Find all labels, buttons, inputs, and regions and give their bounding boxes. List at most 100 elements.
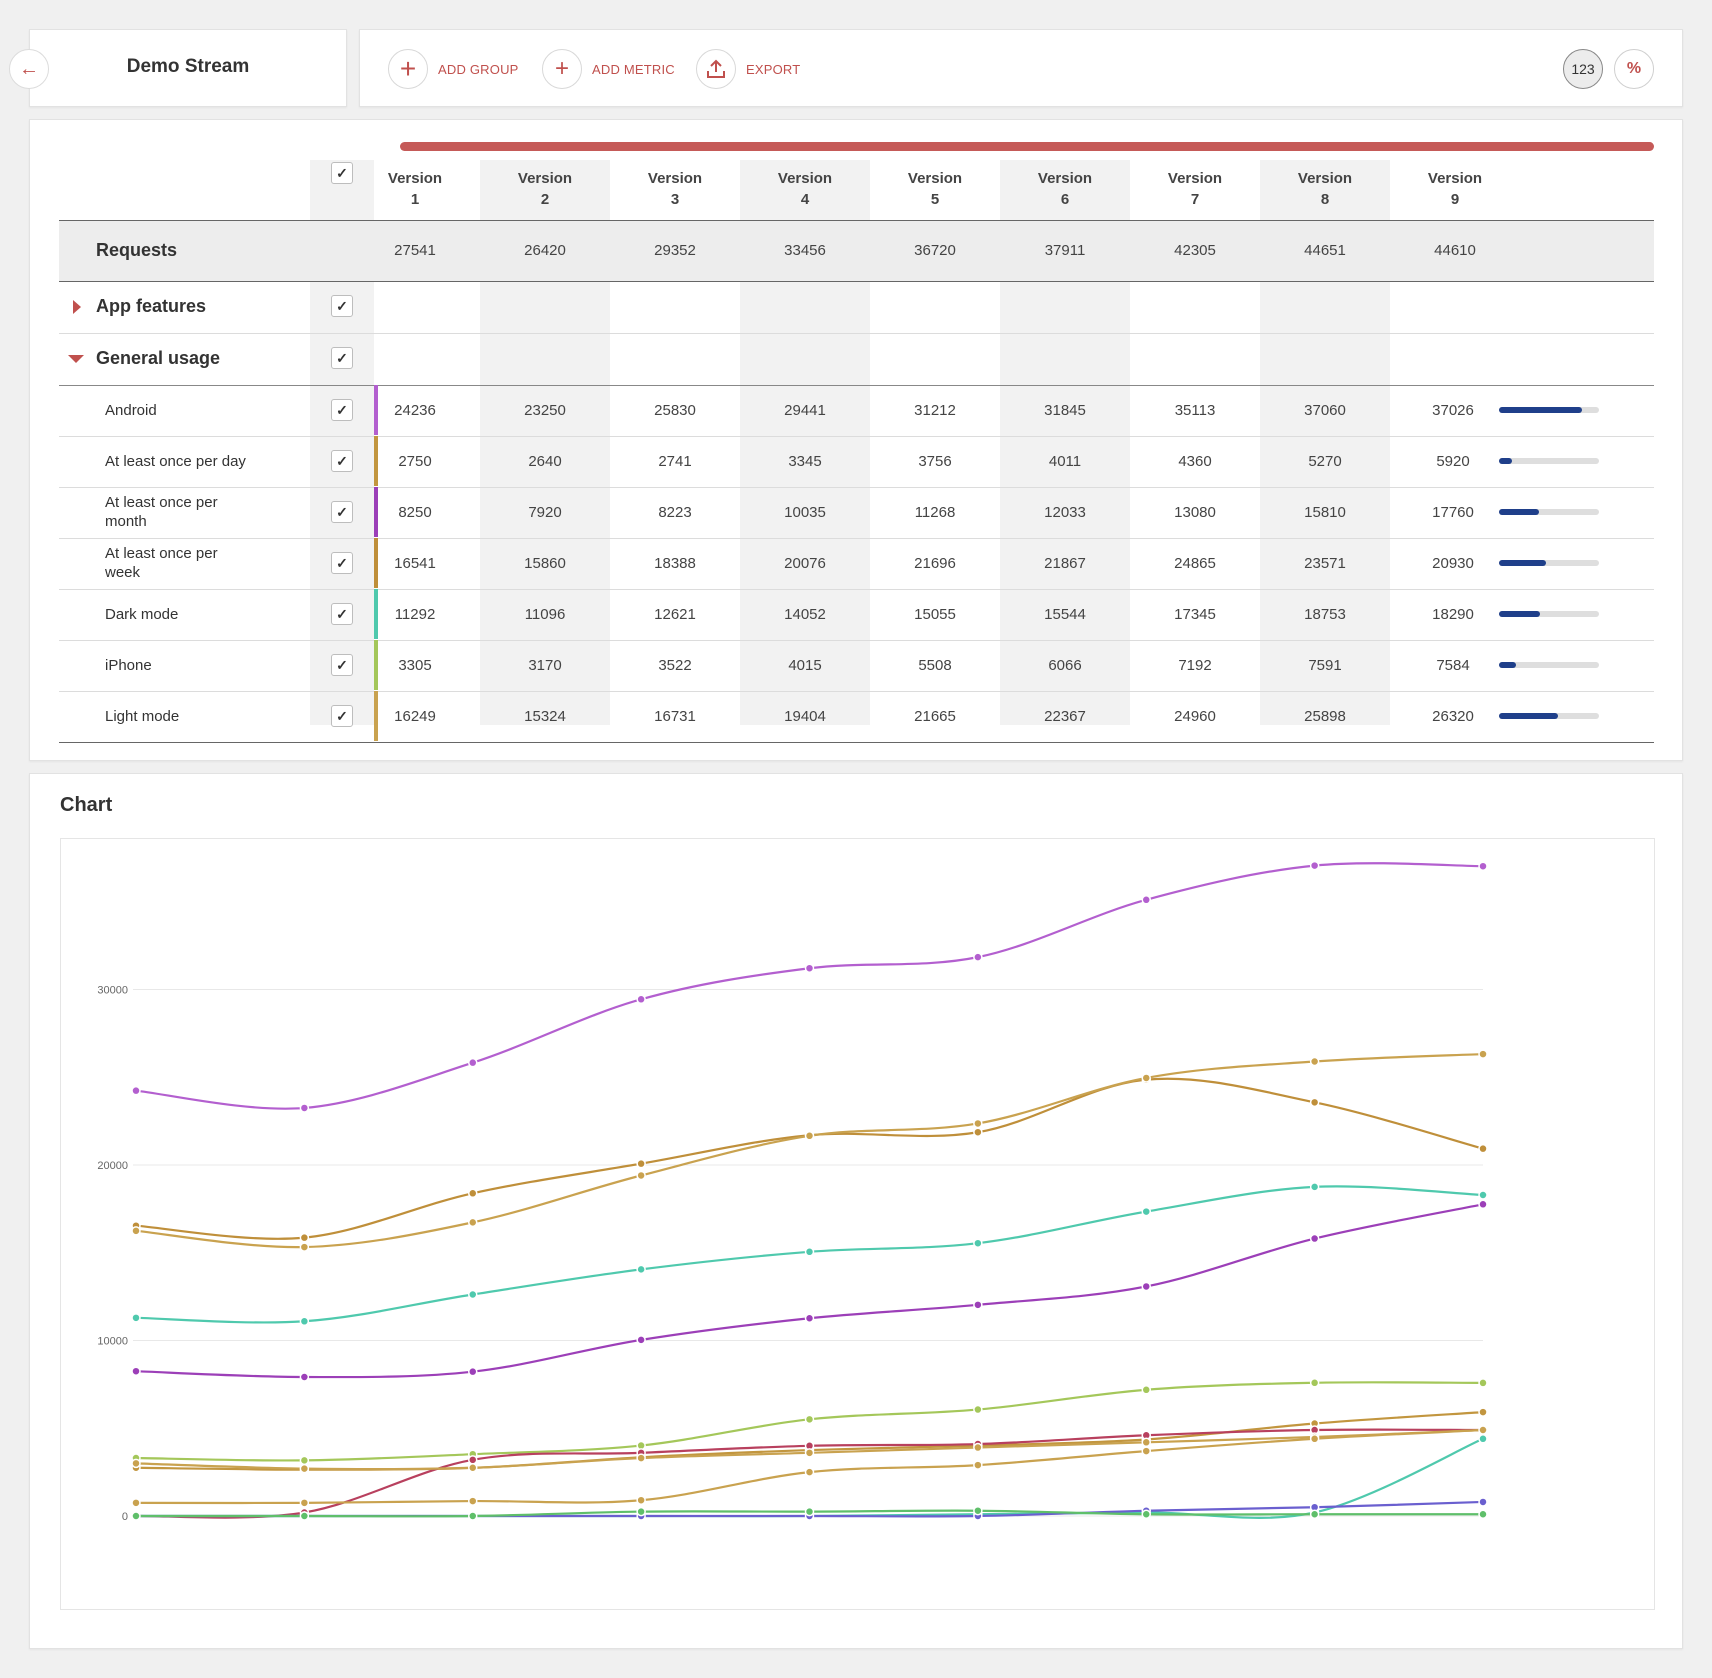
metric-checkbox[interactable]: ✓ — [331, 654, 353, 676]
caret-right-icon[interactable] — [73, 300, 81, 314]
data-point[interactable] — [1141, 1206, 1151, 1217]
data-point[interactable] — [973, 1442, 983, 1453]
data-point[interactable] — [973, 1404, 983, 1415]
data-point[interactable] — [1141, 895, 1151, 905]
add-group-button[interactable]: + ADD GROUP — [388, 49, 519, 89]
data-point[interactable] — [468, 1511, 478, 1521]
data-point[interactable] — [973, 1460, 983, 1470]
data-point[interactable] — [131, 1366, 141, 1376]
data-point[interactable] — [299, 1498, 310, 1508]
data-point[interactable] — [636, 994, 646, 1005]
select-all-checkbox[interactable]: ✓ — [331, 162, 353, 184]
version-header[interactable]: Version 6 — [1000, 168, 1130, 210]
data-point[interactable] — [299, 1372, 310, 1382]
data-point[interactable] — [299, 1455, 310, 1466]
export-button[interactable]: EXPORT — [696, 49, 800, 89]
version-header[interactable]: Version 7 — [1130, 168, 1260, 210]
group-label[interactable]: App features — [96, 296, 207, 316]
data-point[interactable] — [636, 1335, 646, 1345]
data-point[interactable] — [131, 1226, 141, 1236]
data-point[interactable] — [1478, 861, 1488, 871]
data-point[interactable] — [636, 1453, 646, 1463]
data-point[interactable] — [1309, 1182, 1320, 1192]
group-label[interactable]: General usage — [96, 348, 221, 368]
data-point[interactable] — [973, 1505, 983, 1516]
data-point[interactable] — [636, 1264, 646, 1275]
data-point[interactable] — [973, 952, 983, 962]
data-point[interactable] — [1141, 1509, 1151, 1519]
add-metric-button[interactable]: + ADD METRIC — [542, 49, 675, 89]
data-point[interactable] — [804, 1131, 815, 1141]
data-point[interactable] — [1478, 1407, 1488, 1417]
data-point[interactable] — [299, 1103, 310, 1113]
data-point[interactable] — [468, 1217, 478, 1228]
data-point[interactable] — [973, 1127, 983, 1137]
data-point[interactable] — [1141, 1385, 1151, 1395]
data-point[interactable] — [973, 1118, 983, 1129]
data-point[interactable] — [1141, 1446, 1151, 1456]
data-point[interactable] — [299, 1232, 310, 1243]
version-header[interactable]: Version 3 — [610, 168, 740, 210]
data-point[interactable] — [1478, 1199, 1488, 1210]
data-point[interactable] — [131, 1458, 141, 1469]
data-point[interactable] — [1309, 1097, 1320, 1108]
data-point[interactable] — [804, 1247, 815, 1257]
data-point[interactable] — [636, 1506, 646, 1517]
data-point[interactable] — [804, 1506, 815, 1517]
metric-checkbox[interactable]: ✓ — [331, 552, 353, 574]
version-header[interactable]: Version 5 — [870, 168, 1000, 210]
data-point[interactable] — [1478, 1497, 1488, 1507]
data-point[interactable] — [636, 1170, 646, 1181]
version-header[interactable]: Version 8 — [1260, 168, 1390, 210]
data-point[interactable] — [1309, 860, 1320, 871]
data-point[interactable] — [468, 1057, 478, 1068]
data-point[interactable] — [1309, 1434, 1320, 1444]
data-point[interactable] — [1309, 1509, 1320, 1519]
metric-checkbox[interactable]: ✓ — [331, 501, 353, 523]
data-point[interactable] — [299, 1463, 310, 1474]
data-point[interactable] — [636, 1495, 646, 1505]
data-point[interactable] — [468, 1455, 478, 1465]
data-point[interactable] — [468, 1366, 478, 1377]
data-point[interactable] — [299, 1316, 310, 1327]
data-point[interactable] — [804, 1448, 815, 1458]
version-header[interactable]: Version 2 — [480, 168, 610, 210]
data-point[interactable] — [468, 1496, 478, 1506]
data-point[interactable] — [804, 1467, 815, 1477]
data-point[interactable] — [1478, 1049, 1488, 1059]
back-button[interactable]: ← — [9, 49, 49, 89]
data-point[interactable] — [1478, 1378, 1488, 1388]
data-point[interactable] — [1141, 1281, 1151, 1292]
data-point[interactable] — [804, 963, 815, 973]
metric-checkbox[interactable]: ✓ — [331, 603, 353, 625]
data-point[interactable] — [1478, 1434, 1488, 1444]
metric-checkbox[interactable]: ✓ — [331, 705, 353, 727]
percent-format-button[interactable]: % — [1614, 49, 1654, 89]
data-point[interactable] — [1478, 1509, 1488, 1519]
data-point[interactable] — [468, 1289, 478, 1300]
data-point[interactable] — [1309, 1233, 1320, 1244]
group-checkbox[interactable]: ✓ — [331, 347, 353, 369]
data-point[interactable] — [973, 1238, 983, 1248]
data-point[interactable] — [804, 1414, 815, 1425]
data-point[interactable] — [131, 1085, 141, 1096]
data-point[interactable] — [299, 1242, 310, 1252]
data-point[interactable] — [1478, 1425, 1488, 1435]
numeric-format-button[interactable]: 123 — [1563, 49, 1603, 89]
data-point[interactable] — [299, 1511, 310, 1521]
caret-down-icon[interactable] — [68, 355, 84, 363]
version-header[interactable]: Version 9 — [1390, 168, 1520, 210]
data-point[interactable] — [1141, 1437, 1151, 1448]
data-point[interactable] — [131, 1511, 141, 1521]
data-point[interactable] — [636, 1158, 646, 1169]
version-header[interactable]: Version 4 — [740, 168, 870, 210]
data-point[interactable] — [1309, 1056, 1320, 1067]
data-point[interactable] — [131, 1313, 141, 1323]
data-point[interactable] — [131, 1498, 141, 1508]
metric-checkbox[interactable]: ✓ — [331, 450, 353, 472]
data-point[interactable] — [1141, 1073, 1151, 1083]
data-point[interactable] — [1309, 1378, 1320, 1388]
data-point[interactable] — [468, 1462, 478, 1473]
data-point[interactable] — [804, 1313, 815, 1323]
metric-checkbox[interactable]: ✓ — [331, 399, 353, 421]
